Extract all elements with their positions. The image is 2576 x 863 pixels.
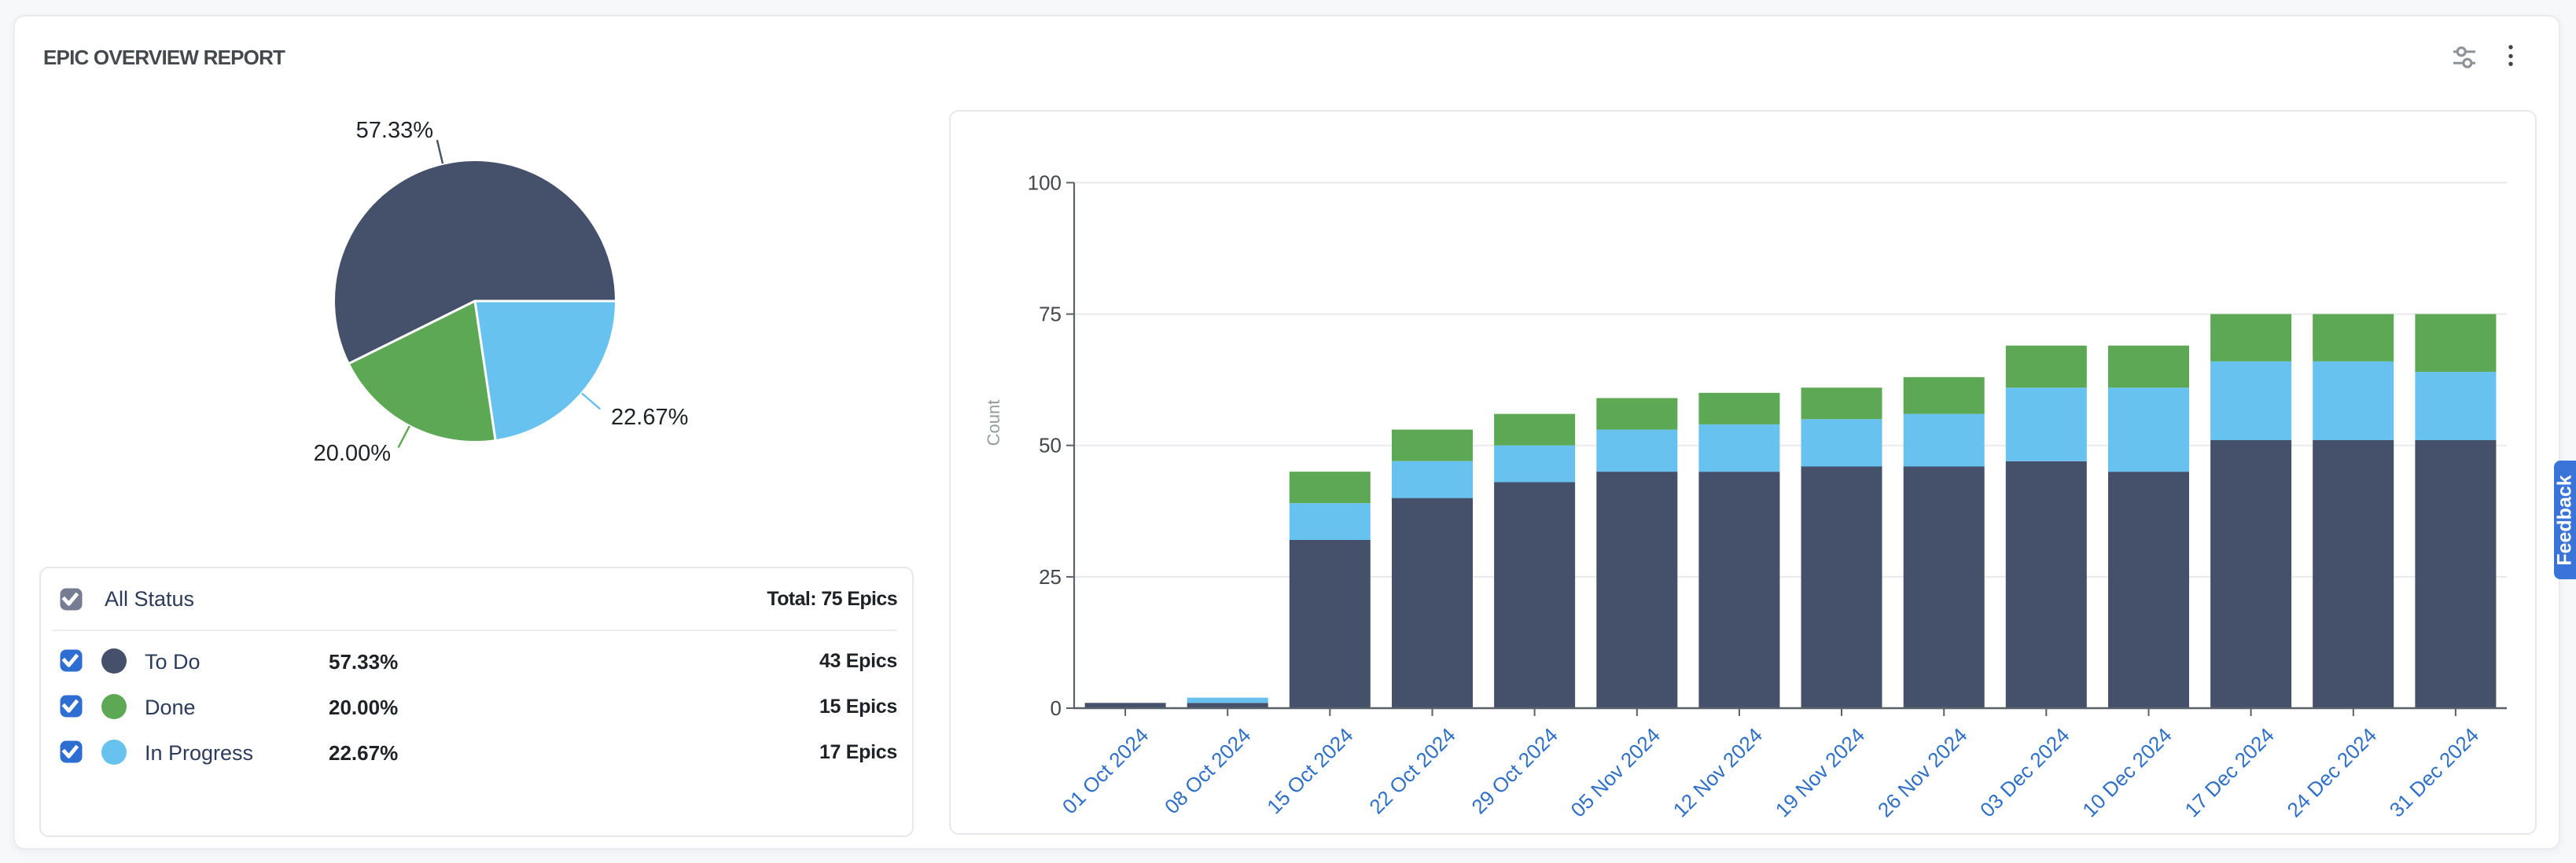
- svg-text:57.33%: 57.33%: [356, 118, 433, 143]
- svg-text:19 Nov 2024: 19 Nov 2024: [1771, 723, 1869, 821]
- svg-text:Count: Count: [984, 400, 1003, 446]
- svg-text:05 Nov 2024: 05 Nov 2024: [1566, 723, 1665, 821]
- svg-text:75: 75: [1039, 303, 1062, 326]
- svg-text:12 Nov 2024: 12 Nov 2024: [1669, 723, 1767, 821]
- svg-text:15 Oct 2024: 15 Oct 2024: [1262, 723, 1357, 818]
- svg-text:24 Dec 2024: 24 Dec 2024: [2283, 723, 2381, 821]
- svg-text:0: 0: [1051, 696, 1062, 720]
- svg-text:22 Oct 2024: 22 Oct 2024: [1364, 723, 1459, 818]
- svg-text:08 Oct 2024: 08 Oct 2024: [1160, 723, 1255, 818]
- svg-text:100: 100: [1028, 171, 1062, 194]
- svg-text:25: 25: [1039, 565, 1062, 589]
- svg-text:22.67%: 22.67%: [611, 405, 688, 430]
- svg-text:26 Nov 2024: 26 Nov 2024: [1873, 723, 1971, 821]
- svg-text:01 Oct 2024: 01 Oct 2024: [1058, 723, 1153, 818]
- svg-text:31 Dec 2024: 31 Dec 2024: [2385, 723, 2483, 821]
- svg-text:50: 50: [1039, 434, 1062, 457]
- svg-text:17 Dec 2024: 17 Dec 2024: [2180, 723, 2278, 821]
- svg-text:03 Dec 2024: 03 Dec 2024: [1975, 723, 2074, 821]
- svg-text:10 Dec 2024: 10 Dec 2024: [2077, 723, 2176, 821]
- svg-text:20.00%: 20.00%: [314, 441, 391, 466]
- svg-text:29 Oct 2024: 29 Oct 2024: [1466, 723, 1562, 818]
